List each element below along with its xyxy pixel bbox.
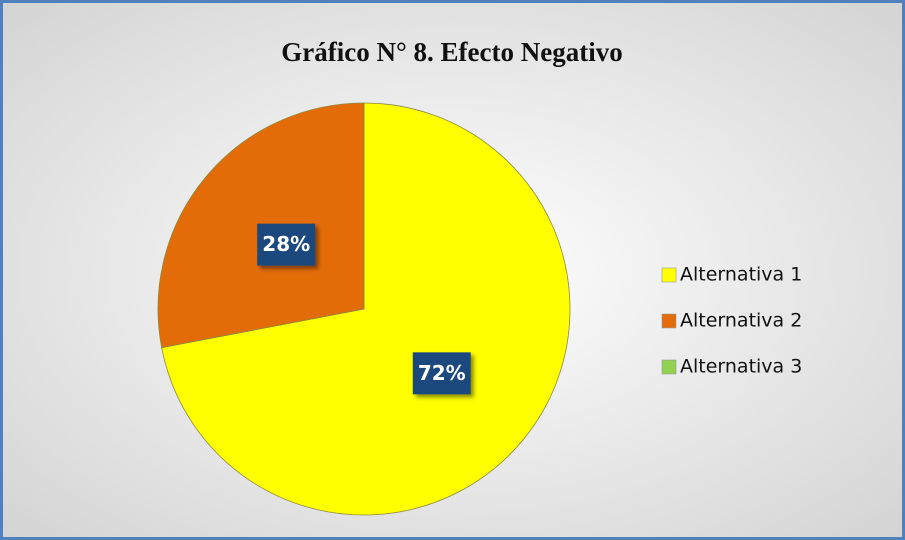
legend-label: Alternativa 2 (680, 310, 802, 332)
data-label: 72% (418, 361, 466, 385)
data-label-box (257, 223, 316, 266)
pie-slice (161, 102, 571, 516)
chart-title: Gráfico N° 8. Efecto Negativo (281, 37, 622, 67)
legend-label: Alternativa 1 (680, 264, 802, 286)
data-label: 28% (262, 232, 310, 256)
data-label-box (412, 352, 471, 395)
legend-label: Alternativa 3 (680, 356, 802, 378)
legend-swatch (661, 267, 677, 283)
legend-swatch (661, 359, 677, 375)
legend-swatch (661, 313, 677, 329)
